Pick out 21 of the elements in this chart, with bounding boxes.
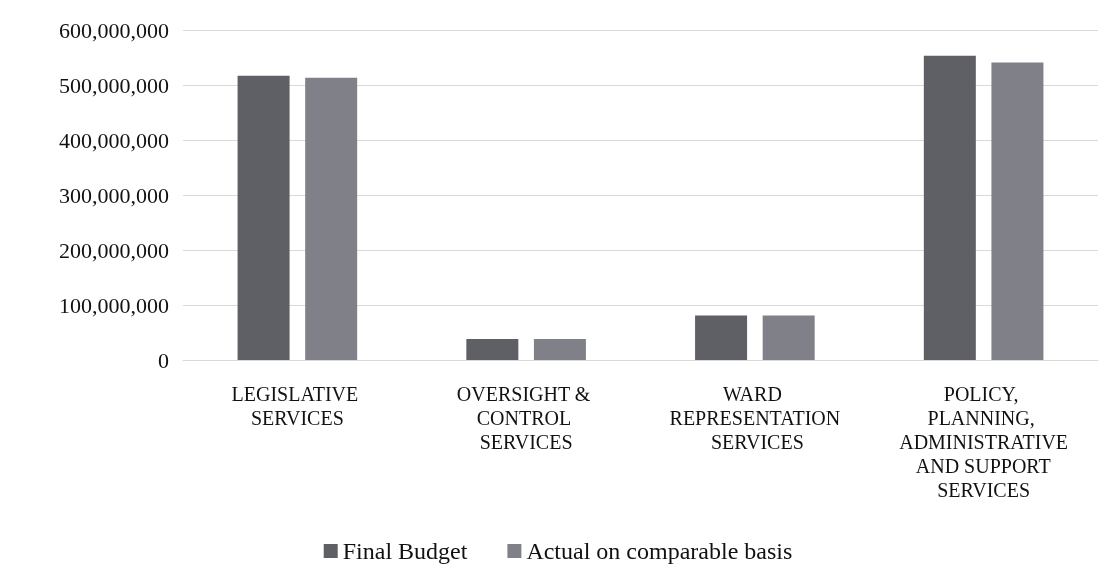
y-tick-label: 100,000,000	[59, 292, 169, 318]
bar	[991, 62, 1044, 360]
x-tick-label: LEGISLATIVE SERVICES	[231, 383, 364, 429]
bar	[695, 315, 748, 360]
y-tick-label: 200,000,000	[59, 237, 169, 263]
x-tick-label: WARD REPRESENTATION SERVICES	[669, 383, 841, 453]
legend-label: Final Budget	[342, 538, 468, 564]
legend-label: Actual on comparable basis	[526, 538, 793, 564]
y-tick-label: 0	[158, 347, 169, 373]
x-tick-label: POLICY, PLANNING, ADMINISTRATIVE AND SUPPORT SERVICES	[899, 383, 1069, 501]
bar	[762, 315, 815, 360]
y-tick-label: 600,000,000	[59, 17, 169, 43]
bar	[466, 339, 519, 360]
bar	[237, 75, 290, 360]
y-tick-label: 300,000,000	[59, 182, 169, 208]
x-tick-label: OVERSIGHT & CONTROL SERVICES	[456, 383, 596, 453]
y-tick-label: 500,000,000	[59, 72, 169, 98]
bar	[305, 77, 358, 360]
bar	[923, 55, 976, 360]
bar	[533, 339, 586, 360]
y-tick-label: 400,000,000	[59, 127, 169, 153]
